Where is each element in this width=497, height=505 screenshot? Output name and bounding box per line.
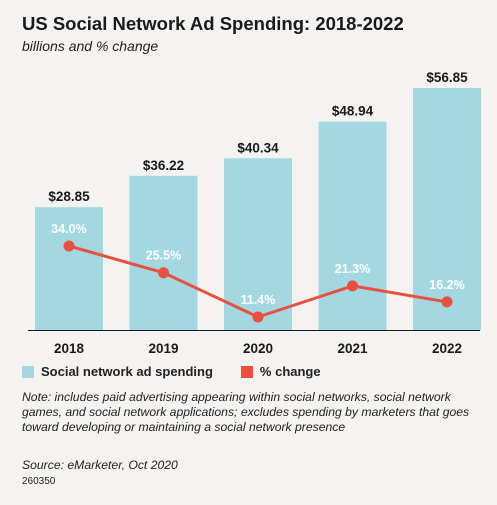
legend-label-spending: Social network ad spending	[41, 364, 213, 379]
x-tick-label-2018: 2018	[54, 341, 85, 356]
bar-2021	[318, 121, 387, 330]
change-point-2021	[347, 280, 358, 292]
change-point-2018	[63, 240, 75, 252]
legend-item-spending: Social network ad spending	[22, 364, 213, 379]
bar-2019	[129, 175, 198, 330]
chart-title: US Social Network Ad Spending: 2018-2022	[22, 13, 404, 34]
change-point-2022	[441, 296, 453, 308]
bar-2022	[413, 88, 481, 330]
legend-item-change: % change	[240, 364, 321, 379]
bar-2020	[224, 158, 292, 330]
change-point-2019	[158, 267, 169, 279]
chart-id: 260350	[22, 476, 56, 487]
change-label-2021: 21.3%	[335, 262, 370, 276]
legend-swatch-spending	[22, 365, 34, 378]
legend-label-change: % change	[259, 364, 321, 379]
legend-swatch-change	[240, 365, 253, 378]
bar-value-label-2018: $28.85	[48, 189, 90, 204]
bar-value-label-2020: $40.34	[237, 140, 279, 155]
chart-area: $28.85 2018 $36.22 2019 $40.34 2020 $48.94 2021…	[28, 70, 481, 356]
x-tick-label-2019: 2019	[148, 341, 178, 356]
x-tick-label-2021: 2021	[337, 341, 368, 356]
x-tick-label-2022: 2022	[432, 341, 462, 356]
change-label-2020: 11.4%	[241, 293, 276, 307]
legend: Social network ad spending % change	[22, 364, 349, 379]
bar-value-label-2022: $56.85	[426, 70, 468, 85]
change-point-2020	[252, 311, 264, 323]
bar-2018	[35, 207, 103, 330]
chart-subtitle: billions and % change	[22, 38, 159, 54]
change-label-2019: 25.5%	[146, 249, 181, 263]
change-label-2022: 16.2%	[429, 278, 464, 292]
source-text: Source: eMarketer, Oct 2020	[22, 458, 178, 472]
bar-value-label-2021: $48.94	[332, 104, 374, 119]
bar-value-label-2019: $36.22	[143, 158, 184, 173]
footnote: Note: includes paid advertising appearin…	[22, 390, 470, 434]
x-tick-label-2020: 2020	[243, 341, 273, 356]
change-label-2018: 34.0%	[51, 222, 86, 236]
